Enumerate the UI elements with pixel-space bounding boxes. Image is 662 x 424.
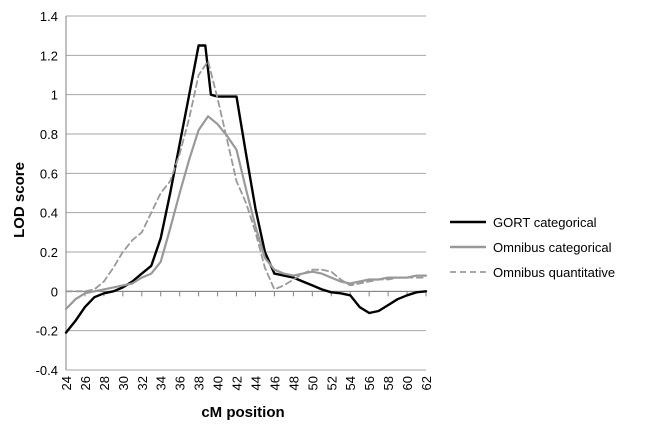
x-tick-label: 26: [78, 376, 93, 390]
x-tick-label: 30: [116, 376, 131, 390]
legend-entry: Omnibus quantitative: [450, 265, 615, 280]
axes: [65, 16, 427, 370]
x-tick-label: 34: [154, 376, 169, 390]
x-tick-label: 40: [211, 376, 226, 390]
x-tick-label: 32: [135, 376, 150, 390]
y-tick-label: 1: [51, 88, 58, 103]
legend-label: GORT categorical: [493, 215, 597, 230]
x-axis-title: cM position: [201, 404, 284, 421]
x-tick-label: 54: [343, 376, 358, 390]
x-tick-label: 36: [173, 376, 188, 390]
x-tick-label: 52: [324, 376, 339, 390]
y-tick-label: 1.2: [40, 48, 58, 63]
y-axis-title: LOD score: [11, 162, 28, 238]
x-tick-label: 62: [419, 376, 434, 390]
x-tick-label: 60: [400, 376, 415, 390]
y-tick-label: 0.8: [40, 127, 58, 142]
x-tick-label: 58: [381, 376, 396, 390]
y-tick-label: 1.4: [40, 9, 58, 24]
x-tick-label: 42: [230, 376, 245, 390]
x-tick-labels: 24 26 28 30 32 34 36 38 40 42 44 46 48 50 52 54 56 58 60 62: [59, 376, 434, 390]
legend-entry: Omnibus categorical: [450, 240, 612, 255]
y-tick-label: -0.4: [36, 363, 58, 378]
legend: GORT categorical Omnibus categorical Omnib…: [450, 215, 615, 280]
x-tick-label: 44: [248, 376, 263, 390]
series-line: [65, 60, 427, 293]
x-tick-label: 48: [286, 376, 301, 390]
series-line: [64, 115, 428, 311]
legend-entry: GORT categorical: [450, 215, 597, 230]
x-tick-label: 46: [267, 376, 282, 390]
y-tick-label: 0: [51, 284, 58, 299]
x-tick-label: 28: [97, 376, 112, 390]
y-tick-label: 0.6: [40, 166, 58, 181]
series-lines: [64, 44, 428, 334]
y-tick-labels: -0.4 -0.2 0 0.2 0.4 0.6 0.8 1 1.2 1.4: [36, 9, 58, 378]
x-tick-label: 38: [192, 376, 207, 390]
x-tick-label: 24: [59, 376, 74, 390]
x-tick-label: 50: [305, 376, 320, 390]
y-tick-label: 0.2: [40, 245, 58, 260]
legend-label: Omnibus quantitative: [493, 265, 615, 280]
y-tick-label: 0.4: [40, 206, 58, 221]
x-tick-label: 56: [362, 376, 377, 390]
legend-label: Omnibus categorical: [493, 240, 612, 255]
y-tick-label: -0.2: [36, 324, 58, 339]
